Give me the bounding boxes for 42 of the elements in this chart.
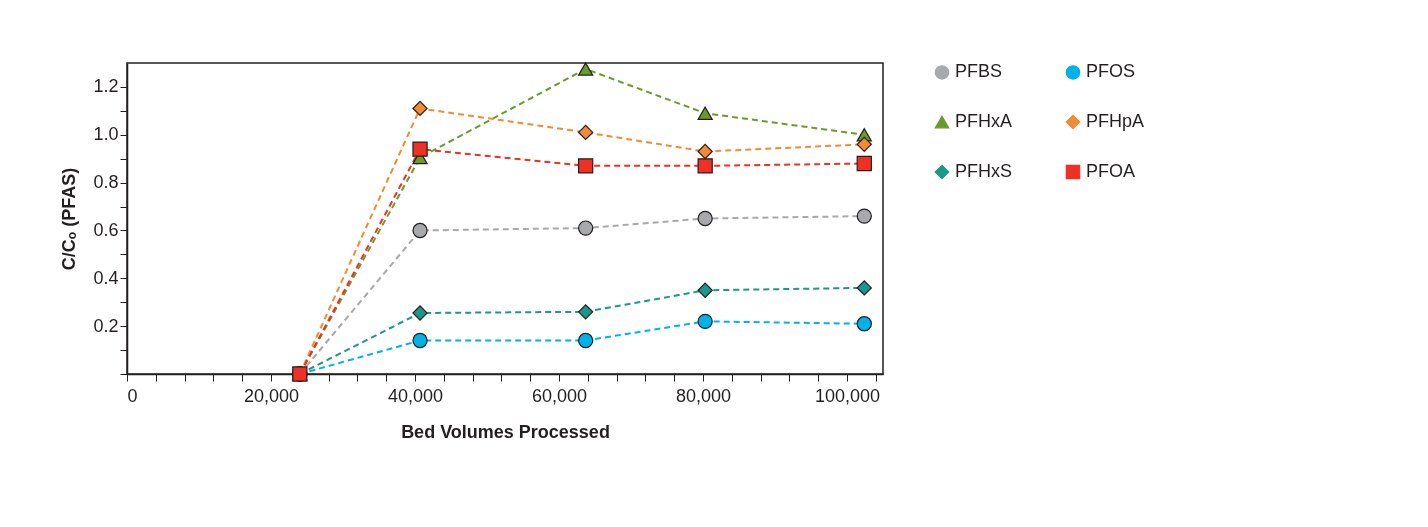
y-tick-label: 0.8 bbox=[93, 172, 119, 193]
x-tick-label: 40,000 bbox=[387, 385, 444, 406]
point bbox=[412, 332, 428, 349]
y-tick-label: 0.4 bbox=[93, 267, 119, 288]
point bbox=[697, 143, 713, 160]
legend-label: PFOS bbox=[1086, 61, 1136, 82]
x-tick-label: 20,000 bbox=[243, 385, 300, 406]
point bbox=[856, 208, 872, 224]
point bbox=[697, 210, 713, 227]
point bbox=[856, 280, 872, 296]
point bbox=[856, 316, 872, 332]
x-tick-label: 100,000 bbox=[814, 385, 881, 406]
y-tick-label: 1.2 bbox=[93, 76, 119, 97]
y-tick-label: 0.2 bbox=[93, 315, 119, 336]
point bbox=[577, 158, 594, 174]
legend-label: PFHxA bbox=[955, 111, 1013, 131]
x-tick-label: 60,000 bbox=[531, 385, 588, 406]
point bbox=[577, 62, 594, 76]
x-tick-label: 80,000 bbox=[675, 385, 732, 406]
point bbox=[697, 106, 713, 120]
point bbox=[412, 222, 428, 239]
point bbox=[697, 313, 713, 330]
y-tick-label: 0.6 bbox=[93, 219, 119, 240]
point bbox=[577, 304, 594, 320]
point bbox=[856, 155, 872, 172]
point bbox=[412, 141, 428, 157]
x-axis-title: Bed Volumes Processed bbox=[401, 421, 610, 442]
point bbox=[577, 332, 594, 349]
point bbox=[577, 124, 594, 141]
point bbox=[412, 100, 428, 117]
point bbox=[577, 220, 594, 236]
legend-label: PFBS bbox=[955, 61, 1003, 82]
point bbox=[697, 158, 713, 174]
x-tick-label: 0 bbox=[127, 385, 138, 406]
y-axis-title: C/Cₒ (PFAS) bbox=[59, 167, 80, 271]
point bbox=[856, 136, 872, 153]
point bbox=[697, 282, 713, 298]
point bbox=[412, 305, 428, 321]
legend-label: PFHxS bbox=[955, 161, 1013, 181]
legend-label: PFOA bbox=[1086, 161, 1136, 181]
y-tick-label: 1.0 bbox=[93, 124, 119, 145]
legend-label: PFHpA bbox=[1086, 111, 1145, 131]
